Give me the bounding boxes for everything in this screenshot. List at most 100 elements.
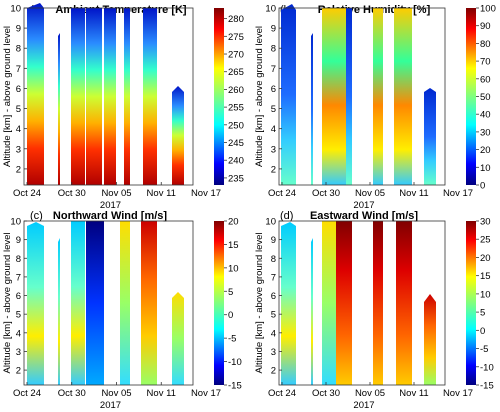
panel-c: (c) Northward Wind [m/s] [23, 210, 224, 386]
plot-frame [23, 7, 194, 186]
data-column [424, 88, 436, 185]
colorbar-tick-label: -15 [228, 381, 242, 392]
data-column [322, 8, 346, 185]
data-column [120, 221, 130, 385]
chart-title: Eastward Wind [m/s] [310, 210, 418, 222]
y-tick-label: 10 [10, 4, 21, 15]
y-tick-label: 9 [271, 24, 276, 35]
colorbar-tick-label: 10 [480, 163, 491, 174]
data-column [141, 221, 157, 385]
heatmap-area [281, 221, 436, 385]
colorbar-tick-label: 245 [228, 138, 244, 149]
colorbar-bar [214, 221, 224, 385]
colorbar-tick-label: -15 [480, 381, 494, 392]
panel-a: (a) Ambient Temperature [K] [23, 3, 224, 186]
y-tick-label: 6 [16, 84, 21, 95]
data-column [346, 8, 352, 185]
y-tick-label: 5 [16, 104, 21, 115]
x-axis-label: 2017 [100, 200, 121, 211]
y-tick-label: 6 [16, 291, 21, 302]
x-tick-label: Oct 30 [312, 388, 340, 399]
x-tick-label: Oct 24 [268, 388, 296, 399]
data-column [124, 8, 130, 185]
colorbar-tick-label: 100 [480, 4, 496, 15]
colorbar-tick-label: 30 [480, 127, 491, 138]
x-tick-label: Oct 24 [13, 388, 41, 399]
y-tick-label: 3 [271, 144, 276, 155]
y-tick-label: 8 [271, 254, 276, 265]
x-tick-label: Oct 30 [312, 188, 340, 199]
x-axis-label: 2017 [353, 400, 374, 411]
x-tick-label: Oct 30 [58, 188, 86, 199]
x-tick-label: Nov 17 [191, 388, 221, 399]
data-column [71, 221, 85, 385]
colorbar-tick-label: 80 [480, 39, 491, 50]
y-tick-label: 7 [271, 64, 276, 75]
x-tick-label: Nov 05 [355, 188, 385, 199]
colorbar-tick-label: 50 [480, 92, 491, 103]
data-column [86, 221, 104, 385]
data-column [311, 33, 313, 185]
x-tick-label: Nov 17 [443, 388, 473, 399]
colorbar-tick-label: -5 [228, 334, 236, 345]
data-column [27, 222, 44, 385]
colorbar-tick-label: 10 [228, 263, 239, 274]
colorbar-tick-label: 0 [480, 326, 485, 337]
x-tick-label: Nov 17 [191, 188, 221, 199]
y-axis-label: Altitude [km] - above ground level [254, 26, 265, 167]
x-tick-label: Nov 11 [147, 388, 176, 399]
panel-label: (c) [30, 210, 43, 222]
colorbar-bar [466, 8, 476, 185]
x-tick-label: Nov 05 [355, 388, 385, 399]
y-tick-label: 2 [16, 164, 21, 175]
colorbar-tick-label: 15 [228, 240, 239, 251]
y-tick-label: 3 [16, 144, 21, 155]
plot-frame [278, 220, 446, 386]
colorbar-tick-label: 60 [480, 74, 491, 85]
x-tick-label: Oct 24 [13, 188, 41, 199]
x-tick-label: Nov 11 [399, 388, 428, 399]
y-tick-label: 4 [16, 124, 21, 135]
colorbar-tick-label: 235 [228, 173, 244, 184]
y-tick-label: 6 [271, 84, 276, 95]
data-column [394, 8, 412, 185]
data-column [58, 33, 60, 185]
colorbar-tick-label: 260 [228, 85, 244, 96]
data-column [396, 221, 412, 385]
colorbar-tick-label: -10 [228, 357, 242, 368]
y-tick-label: 8 [16, 44, 21, 55]
y-tick-label: 2 [271, 164, 276, 175]
colorbar-tick-label: 0 [480, 181, 485, 192]
y-tick-label: 6 [271, 291, 276, 302]
y-tick-label: 9 [16, 235, 21, 246]
colorbar-tick-label: 5 [228, 287, 233, 298]
data-column [86, 8, 102, 185]
y-tick-label: 8 [271, 44, 276, 55]
colorbar [466, 221, 476, 385]
y-tick-label: 9 [271, 235, 276, 246]
y-tick-label: 7 [271, 272, 276, 283]
x-tick-label: Oct 30 [58, 388, 86, 399]
data-column [172, 292, 184, 385]
plot-frame [23, 220, 194, 386]
y-axis-label: Altitude [km] - above ground level [2, 26, 13, 167]
x-tick-label: Nov 05 [101, 388, 131, 399]
y-tick-label: 2 [16, 366, 21, 377]
y-tick-label: 3 [16, 347, 21, 358]
colorbar-tick-label: 20 [228, 217, 239, 228]
data-column [281, 222, 296, 385]
colorbar-bar [466, 221, 476, 385]
colorbar-tick-label: 20 [480, 253, 491, 264]
data-column [172, 86, 184, 185]
y-tick-label: 8 [16, 254, 21, 265]
colorbar-tick-label: 90 [480, 21, 491, 32]
data-column [373, 221, 383, 385]
x-tick-label: Nov 05 [101, 188, 131, 199]
y-tick-label: 4 [271, 124, 276, 135]
x-axis-label: 2017 [100, 400, 121, 411]
data-column [104, 8, 116, 185]
plot-frame [278, 7, 446, 186]
heatmap-area [27, 221, 184, 385]
colorbar-tick-label: 5 [480, 308, 485, 319]
